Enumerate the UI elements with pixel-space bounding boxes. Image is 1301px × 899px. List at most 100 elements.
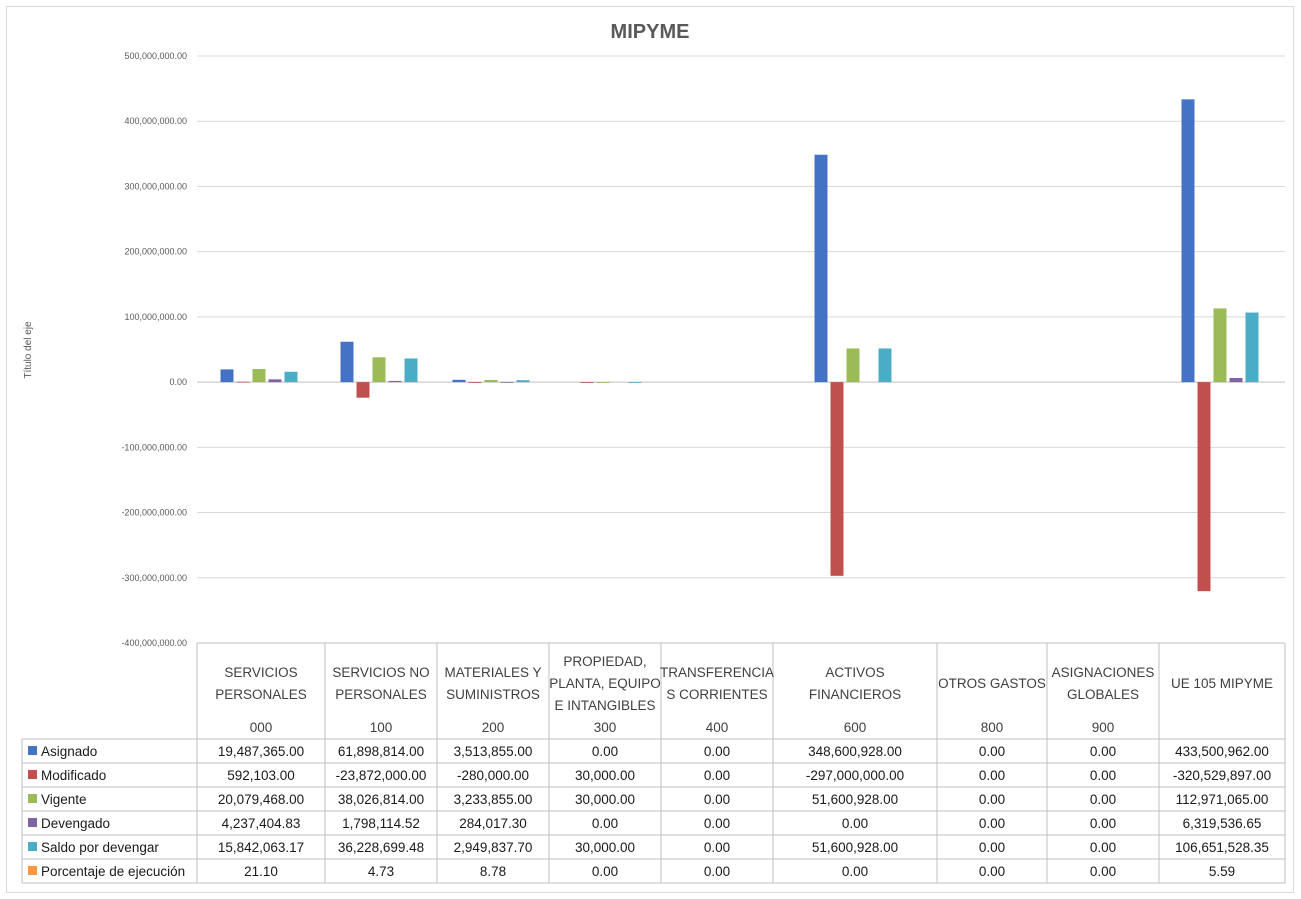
y-tick-label: -200,000,000.00	[121, 508, 187, 518]
category-label: FINANCIEROS	[809, 687, 901, 702]
category-code: 400	[706, 720, 729, 735]
bar-vigente	[252, 369, 266, 383]
category-label: PROPIEDAD,	[563, 654, 646, 669]
bar-devengado	[500, 381, 514, 383]
data-label: 0.00	[1090, 816, 1116, 831]
data-label: 0.00	[842, 864, 868, 879]
data-label: 0.00	[1090, 792, 1116, 807]
data-label: 30,000.00	[575, 792, 635, 807]
data-label: 0.00	[704, 840, 730, 855]
data-label: 0.00	[979, 768, 1005, 783]
bar-devengado	[268, 379, 282, 383]
category-label: UE 105 MIPYME	[1171, 676, 1273, 691]
data-label: 348,600,928.00	[808, 744, 902, 759]
data-label: 36,228,699.48	[338, 840, 424, 855]
legend-key-saldo-por-devengar	[28, 842, 37, 851]
category-label: SERVICIOS NO	[332, 665, 429, 680]
data-label: 20,079,468.00	[218, 792, 304, 807]
legend-key-vigente	[28, 794, 37, 803]
category-label: SERVICIOS	[224, 665, 297, 680]
bar-modificado	[830, 382, 844, 576]
bar-asignado	[220, 369, 234, 383]
data-label: 38,026,814.00	[338, 792, 424, 807]
legend-label: Saldo por devengar	[41, 840, 159, 855]
y-tick-label: -400,000,000.00	[121, 638, 187, 648]
data-label: 0.00	[592, 744, 618, 759]
bar-modificado	[236, 381, 250, 383]
bar-saldo-por-devengar	[404, 358, 418, 383]
bar-vigente	[1213, 308, 1227, 383]
data-label: 0.00	[592, 816, 618, 831]
legend-label: Porcentaje de ejecución	[41, 864, 185, 879]
category-code: 800	[981, 720, 1004, 735]
category-label: OTROS GASTOS	[938, 676, 1046, 691]
data-label: 6,319,536.65	[1183, 816, 1262, 831]
category-code: 900	[1092, 720, 1115, 735]
data-label: 0.00	[979, 792, 1005, 807]
category-code: 200	[482, 720, 505, 735]
data-label: 8.78	[480, 864, 506, 879]
data-label: 15,842,063.17	[218, 840, 304, 855]
category-label: ACTIVOS	[825, 665, 884, 680]
data-label: 0.00	[979, 840, 1005, 855]
chart-title: MIPYME	[611, 21, 690, 43]
bar-saldo-por-devengar	[628, 382, 642, 383]
y-tick-label: -300,000,000.00	[121, 573, 187, 583]
data-label: 3,513,855.00	[454, 744, 533, 759]
data-label: -23,872,000.00	[336, 768, 427, 783]
category-label: PLANTA, EQUIPO	[549, 676, 661, 691]
data-label: 4.73	[368, 864, 394, 879]
bar-vigente	[484, 380, 498, 383]
data-label: 0.00	[704, 816, 730, 831]
bar-saldo-por-devengar	[878, 348, 892, 383]
category-label: SUMINISTROS	[446, 687, 540, 702]
data-label: 0.00	[979, 864, 1005, 879]
category-label: E INTANGIBLES	[554, 698, 655, 713]
y-tick-label: 100,000,000.00	[124, 312, 187, 322]
y-tick-label: 500,000,000.00	[124, 51, 187, 61]
data-label: 30,000.00	[575, 840, 635, 855]
data-label: 30,000.00	[575, 768, 635, 783]
data-label: -320,529,897.00	[1173, 768, 1271, 783]
legend-key-asignado	[28, 746, 37, 755]
data-label: 0.00	[842, 816, 868, 831]
legend-label: Vigente	[41, 792, 87, 807]
category-label: TRANSFERENCIA	[660, 665, 774, 680]
bar-devengado	[1229, 377, 1243, 383]
data-label: 0.00	[1090, 768, 1116, 783]
data-label: 61,898,814.00	[338, 744, 424, 759]
data-label: 0.00	[1090, 864, 1116, 879]
data-label: 284,017.30	[459, 816, 527, 831]
data-label: 19,487,365.00	[218, 744, 304, 759]
data-label: 4,237,404.83	[222, 816, 301, 831]
category-code: 600	[844, 720, 867, 735]
bar-modificado	[580, 382, 594, 383]
bar-vigente	[372, 357, 386, 383]
bar-devengado	[388, 380, 402, 383]
y-tick-label: 300,000,000.00	[124, 181, 187, 191]
y-tick-label: 0.00	[169, 377, 187, 387]
legend-key-modificado	[28, 770, 37, 779]
bar-asignado	[452, 379, 466, 383]
data-label: 0.00	[592, 864, 618, 879]
bar-saldo-por-devengar	[284, 371, 298, 383]
data-label: 106,651,528.35	[1175, 840, 1269, 855]
category-label: GLOBALES	[1067, 687, 1139, 702]
data-label: 592,103.00	[227, 768, 295, 783]
category-label: PERSONALES	[215, 687, 307, 702]
category-label: S CORRIENTES	[666, 687, 767, 702]
bar-modificado	[356, 382, 370, 398]
data-label: 51,600,928.00	[812, 792, 898, 807]
bar-modificado	[468, 382, 482, 383]
data-label: 0.00	[704, 768, 730, 783]
bar-vigente	[846, 348, 860, 383]
category-label: MATERIALES Y	[444, 665, 541, 680]
legend-label: Asignado	[41, 744, 97, 759]
data-label: 5.59	[1209, 864, 1235, 879]
data-label: -297,000,000.00	[806, 768, 904, 783]
bar-vigente	[596, 382, 610, 383]
data-label: 112,971,065.00	[1176, 792, 1269, 807]
data-label: 0.00	[979, 744, 1005, 759]
chart-frame	[6, 6, 1294, 893]
legend-key-devengado	[28, 818, 37, 827]
